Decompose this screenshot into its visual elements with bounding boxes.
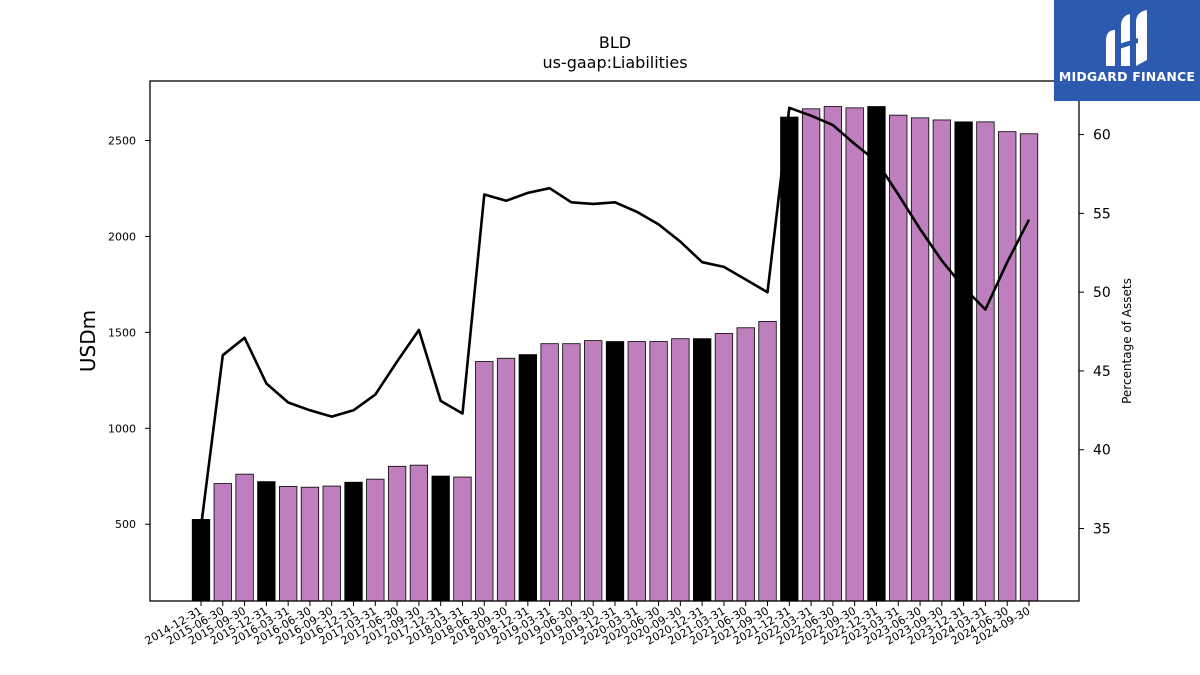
bar-2016-12-31 [344, 481, 363, 602]
bar-2023-12-31 [954, 121, 973, 602]
bar-2014-12-31 [191, 519, 211, 602]
bar-2019-03-31 [540, 343, 559, 602]
bar-2023-06-30 [910, 117, 930, 602]
bar-2018-12-31 [518, 354, 537, 602]
bar-2022-12-31 [867, 106, 886, 602]
bar-2015-12-31 [257, 481, 276, 602]
bar-2018-03-31 [453, 476, 472, 602]
y-tick-left-label: 2000 [108, 230, 136, 243]
y-axis-label-left: USDm [76, 310, 100, 372]
bar-2022-06-30 [823, 106, 843, 602]
y-tick-left-label: 2500 [108, 134, 136, 147]
bars-group [191, 106, 1039, 602]
bar-2018-06-30 [475, 361, 494, 602]
bar-2016-09-30 [322, 485, 341, 602]
bar-2022-03-31 [801, 108, 821, 602]
logo-mark-icon [1106, 10, 1147, 66]
bar-2021-06-30 [736, 327, 755, 602]
bar-2020-09-30 [671, 338, 690, 602]
y-tick-left-label: 1500 [108, 326, 136, 339]
bar-2017-06-30 [387, 465, 407, 602]
x-axis: 2014-12-312015-06-302015-09-302015-12-31… [143, 601, 1033, 648]
bar-2024-03-31 [976, 121, 995, 602]
bar-2019-12-31 [605, 341, 625, 602]
bar-2020-12-31 [693, 338, 712, 602]
bar-2024-06-30 [998, 131, 1017, 602]
y-tick-left-label: 1000 [108, 422, 136, 435]
bar-2016-03-31 [279, 486, 298, 602]
y-tick-right-label: 40 [1093, 443, 1111, 459]
y-axis-left: 500 1000 1500 2000 2500 [108, 134, 150, 531]
bar-2019-09-30 [584, 340, 603, 602]
chart-subtitle: us-gaap:Liabilities [542, 53, 687, 72]
bar-2015-06-30 [213, 483, 232, 602]
y-tick-right-label: 55 [1093, 206, 1111, 222]
chart-title: BLD [599, 33, 631, 52]
bar-2016-06-30 [300, 486, 320, 602]
y-tick-right-label: 35 [1093, 522, 1111, 538]
logo-text: MIDGARD FINANCE [1058, 69, 1196, 84]
brand-logo: MIDGARD FINANCE [1054, 0, 1200, 101]
bar-2023-03-31 [889, 114, 908, 602]
bar-2017-03-31 [366, 478, 385, 602]
percentage-line [199, 106, 1031, 528]
bar-2021-03-31 [714, 333, 734, 602]
y-tick-left-label: 500 [115, 518, 136, 531]
bar-2024-09-30 [1019, 133, 1039, 602]
bar-2022-09-30 [845, 107, 864, 602]
y-tick-right-label: 50 [1093, 285, 1111, 301]
bar-2017-12-31 [431, 475, 450, 602]
bar-2020-06-30 [649, 341, 668, 602]
bar-2015-09-30 [235, 473, 254, 602]
bar-2019-06-30 [562, 343, 581, 602]
bar-2023-09-30 [932, 119, 951, 602]
bar-2017-09-30 [409, 464, 429, 602]
bar-2018-09-30 [496, 357, 516, 602]
bar-2021-09-30 [758, 321, 777, 602]
bar-2021-12-31 [780, 116, 799, 602]
y-tick-right-label: 45 [1093, 364, 1111, 380]
bar-2020-03-31 [627, 341, 646, 602]
y-tick-right-label: 60 [1093, 128, 1111, 144]
y-axis-label-right: Percentage of Assets [1120, 278, 1134, 404]
y-axis-right: 35 40 45 50 55 60 [1079, 128, 1111, 538]
